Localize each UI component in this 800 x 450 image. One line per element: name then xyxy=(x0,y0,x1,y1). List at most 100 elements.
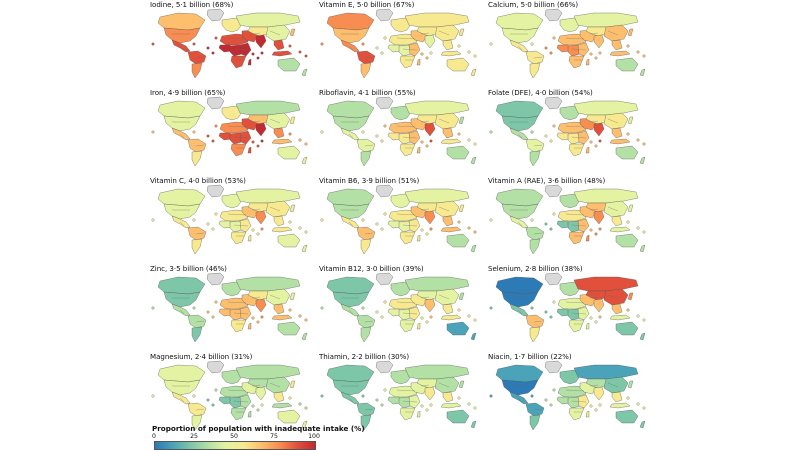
panel-title: Calcium, 5·0 billion (66%) xyxy=(488,0,579,9)
region-c-africa xyxy=(398,220,412,233)
world-map xyxy=(151,96,308,167)
island-marker xyxy=(251,404,255,408)
country-border xyxy=(195,56,205,59)
region-se-asia xyxy=(611,39,623,51)
region-c-africa xyxy=(398,132,412,145)
region-indonesia xyxy=(271,138,293,145)
panel-title: Vitamin A (RAE), 3·6 billion (48%) xyxy=(488,176,606,185)
country-border xyxy=(195,144,205,147)
island-marker xyxy=(380,139,384,143)
region-europe xyxy=(390,193,412,209)
region-sa-s xyxy=(191,238,203,255)
region-w-africa xyxy=(387,44,402,53)
region-w-africa xyxy=(387,132,402,141)
island-marker xyxy=(594,144,598,148)
region-australia xyxy=(615,233,639,248)
island-marker xyxy=(206,398,210,402)
region-madagascar xyxy=(416,410,421,418)
country-border xyxy=(420,120,430,123)
island-marker xyxy=(594,320,598,324)
country-border xyxy=(402,312,418,315)
region-indonesia xyxy=(609,226,631,233)
island-marker xyxy=(429,227,433,231)
country-border xyxy=(571,400,587,403)
world-map xyxy=(489,96,646,167)
region-madagascar xyxy=(416,146,421,154)
region-w-africa xyxy=(556,220,571,229)
region-russia xyxy=(404,276,470,292)
region-india xyxy=(593,298,605,313)
region-europe xyxy=(559,105,581,121)
region-ca-am xyxy=(509,391,529,405)
region-nz xyxy=(470,244,477,253)
island-marker xyxy=(375,222,379,226)
region-ca xyxy=(495,12,544,31)
island-marker xyxy=(642,318,646,322)
island-marker xyxy=(530,130,534,134)
region-ca-am xyxy=(171,303,191,317)
island-marker xyxy=(361,306,365,310)
island-marker xyxy=(626,220,630,224)
island-marker xyxy=(298,138,302,142)
legend-tick: 100 xyxy=(308,433,320,440)
region-australia xyxy=(615,145,639,160)
country-border xyxy=(565,213,585,216)
island-marker xyxy=(589,140,593,144)
island-marker xyxy=(626,396,630,400)
country-border xyxy=(227,125,247,128)
region-indonesia xyxy=(440,138,462,145)
region-nz xyxy=(639,332,646,341)
island-marker xyxy=(151,130,155,134)
island-marker xyxy=(425,320,429,324)
region-sa-s xyxy=(360,238,372,255)
world-map xyxy=(489,184,646,255)
island-marker xyxy=(544,222,548,226)
region-sa-s xyxy=(191,326,203,343)
island-marker xyxy=(467,50,471,54)
region-sa-n xyxy=(525,50,545,65)
region-china xyxy=(603,112,629,130)
country-border xyxy=(348,309,354,315)
region-c-africa xyxy=(398,396,412,409)
region-russia xyxy=(235,100,301,116)
region-n-africa xyxy=(219,385,249,398)
region-n-africa xyxy=(219,33,249,46)
region-sa-n xyxy=(525,402,545,417)
country-border xyxy=(420,296,430,299)
region-nz xyxy=(470,420,477,429)
region-c-africa xyxy=(398,308,412,321)
region-n-africa xyxy=(388,385,418,398)
region-indonesia xyxy=(440,314,462,321)
region-c-africa xyxy=(229,220,243,233)
island-marker xyxy=(375,310,379,314)
country-border xyxy=(251,384,261,387)
region-na xyxy=(332,27,370,44)
region-e-africa xyxy=(577,130,590,145)
region-c-africa xyxy=(567,308,581,321)
island-marker xyxy=(429,315,433,319)
country-border xyxy=(533,144,543,147)
island-marker xyxy=(260,51,264,55)
region-sa-s xyxy=(529,414,541,431)
island-marker xyxy=(544,310,548,314)
region-ca-am xyxy=(340,215,360,229)
panel-title: Zinc, 3·5 billion (46%) xyxy=(150,264,227,273)
island-marker xyxy=(457,308,461,312)
country-border xyxy=(517,133,523,139)
region-sa-n xyxy=(356,402,376,417)
region-c-africa xyxy=(567,132,581,145)
island-marker xyxy=(642,230,646,234)
region-europe xyxy=(390,369,412,385)
region-indonesia xyxy=(609,50,631,57)
region-sa-n xyxy=(525,314,545,329)
country-border xyxy=(565,37,585,40)
island-marker xyxy=(467,226,471,230)
region-sa-n xyxy=(187,402,207,417)
island-marker xyxy=(626,132,630,136)
country-border xyxy=(571,224,587,227)
region-n-africa xyxy=(388,297,418,310)
island-marker xyxy=(251,228,255,232)
color-legend: Proportion of population with inadequate… xyxy=(152,424,365,450)
region-sa-s xyxy=(360,326,372,343)
island-marker xyxy=(457,396,461,400)
